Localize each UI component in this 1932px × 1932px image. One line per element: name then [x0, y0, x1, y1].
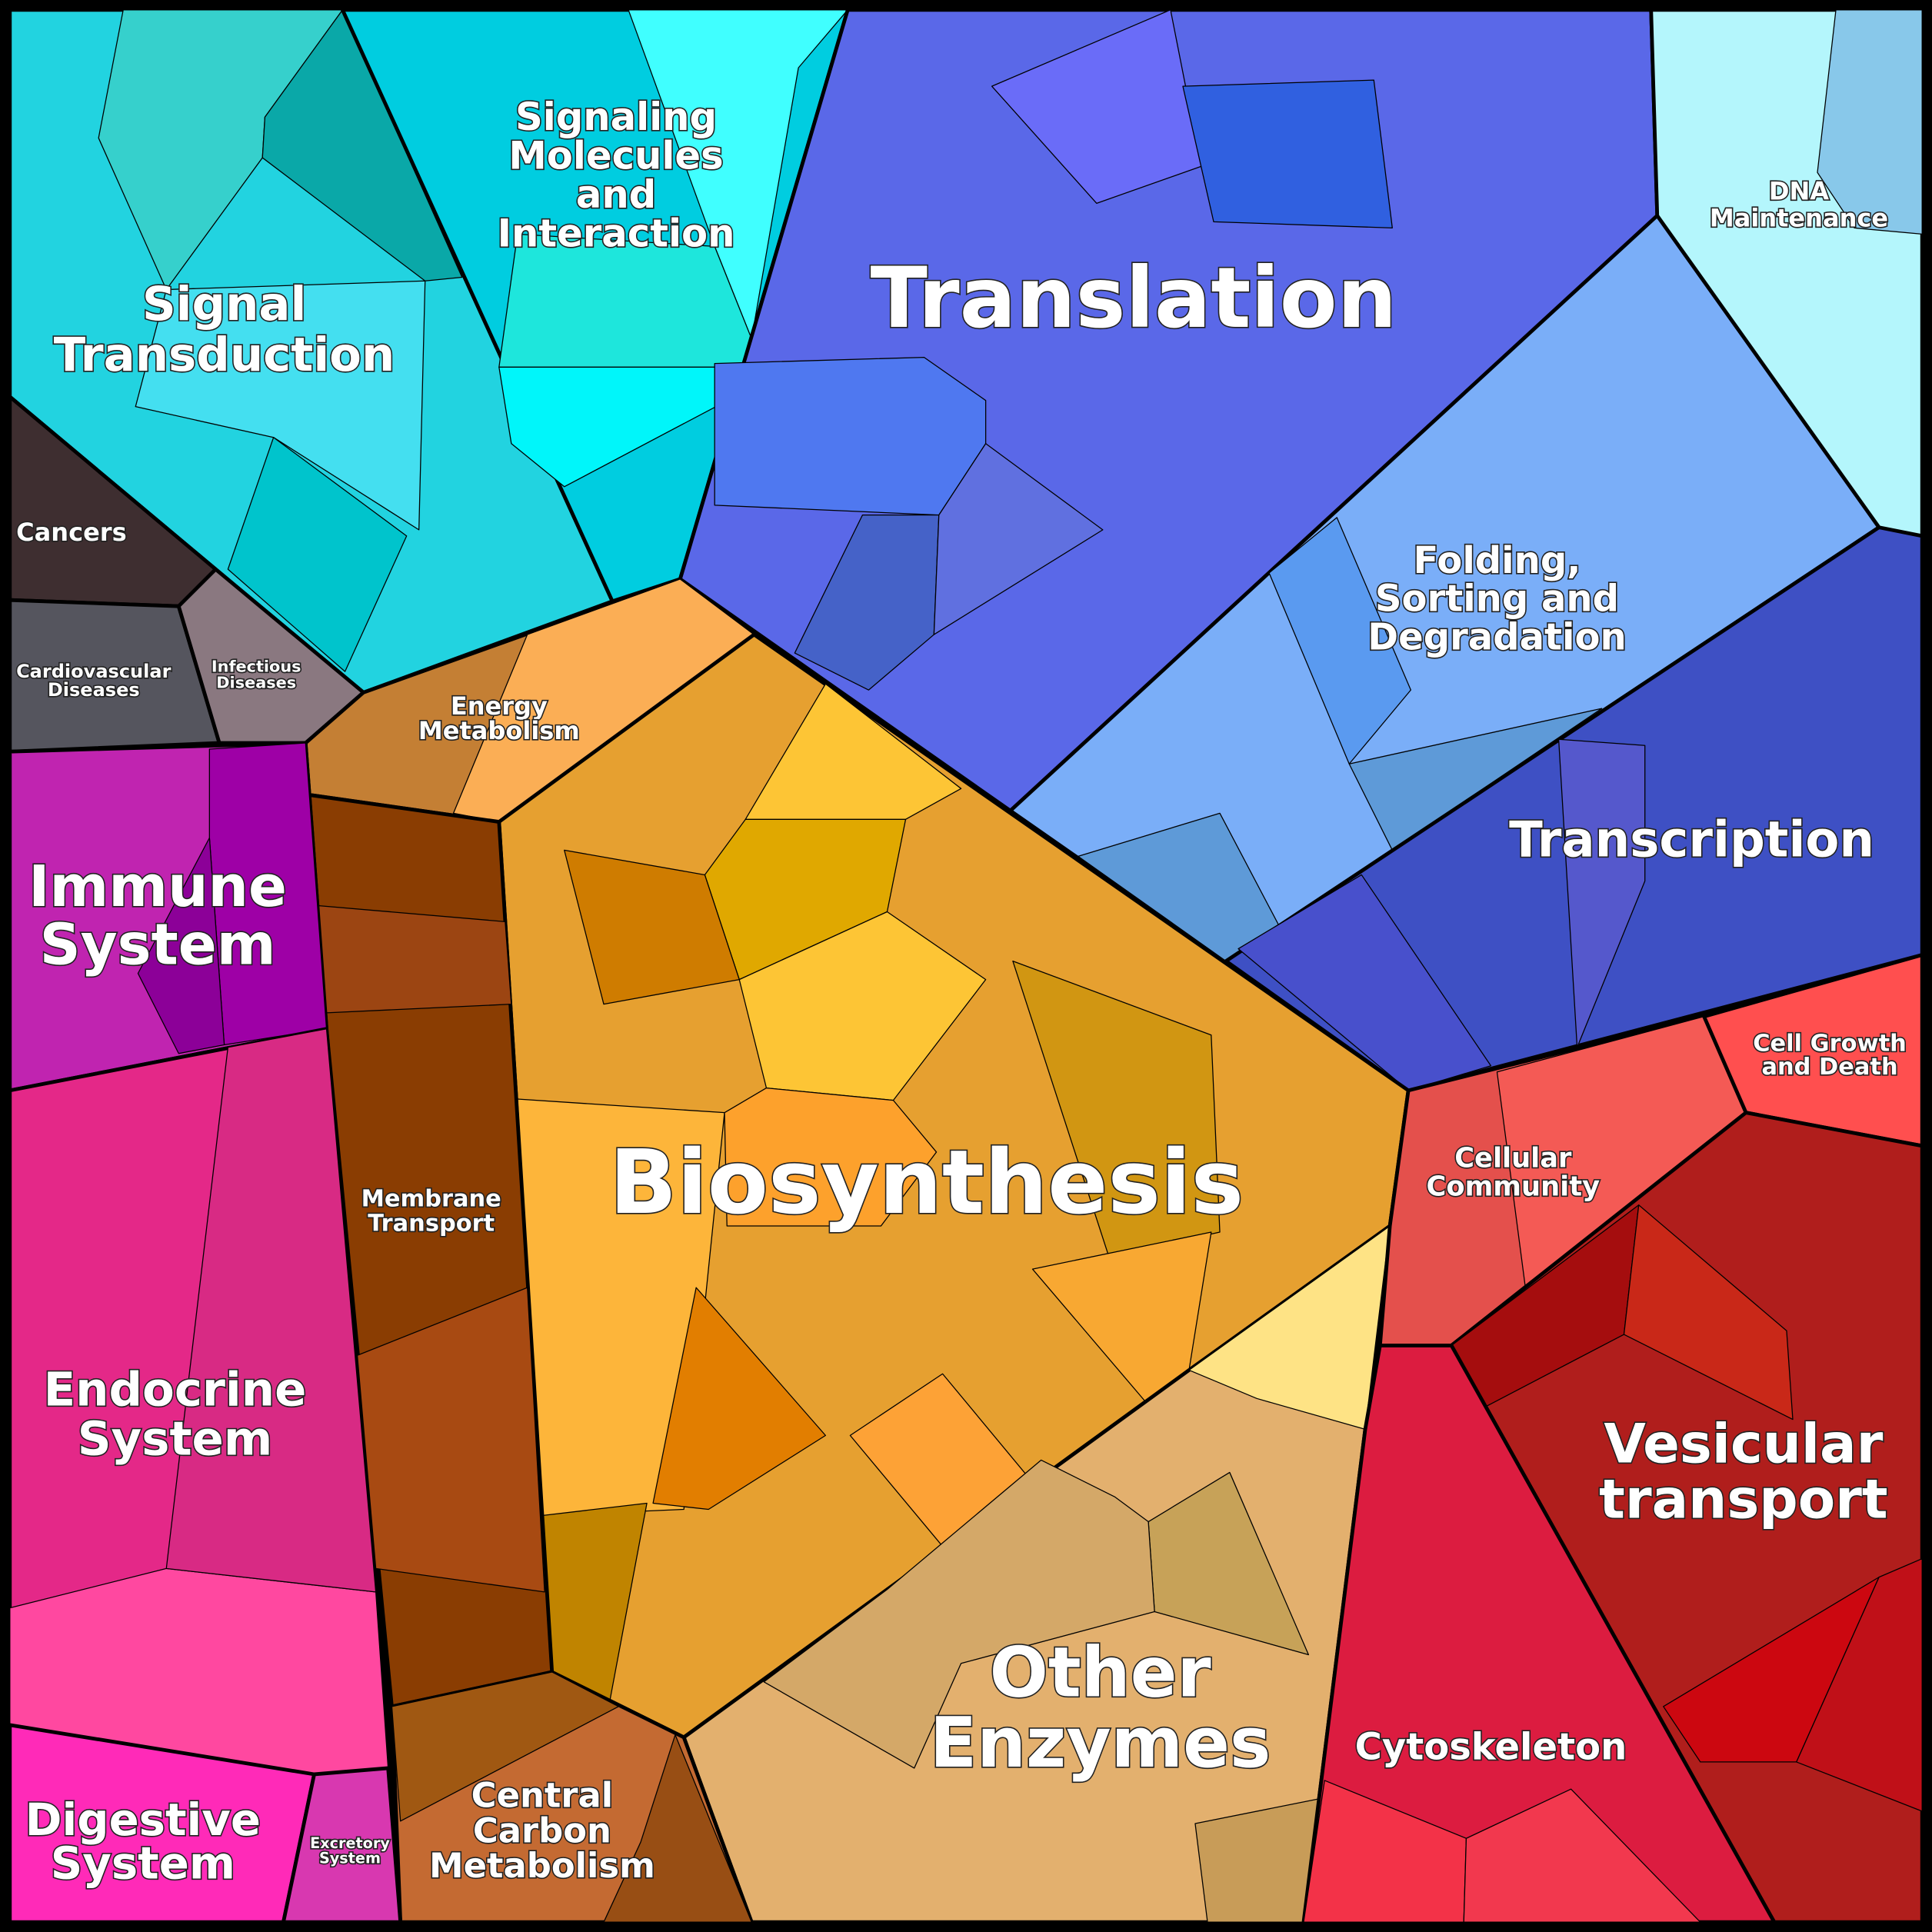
region-label: Excretory [310, 1834, 390, 1852]
region-label: Translation [871, 249, 1397, 347]
cell [165, 1028, 377, 1593]
region-label: Carbon [473, 1810, 611, 1850]
cell [714, 356, 987, 516]
region-label: Maintenance [1710, 204, 1888, 233]
cell [1182, 79, 1393, 229]
region-label: System [78, 1412, 273, 1467]
region-label: Diseases [216, 674, 296, 692]
labels: SignalTransductionSignalingMoleculesandI… [15, 94, 1907, 1890]
cell [135, 280, 426, 531]
region-label: Transport [368, 1210, 495, 1237]
region-label: System [40, 912, 276, 978]
cell [227, 437, 408, 672]
cell [1237, 874, 1492, 1091]
cell [652, 1287, 827, 1511]
cell [391, 1671, 619, 1822]
region-label: DNA [1769, 176, 1829, 205]
region-label: Community [1427, 1171, 1601, 1202]
cell [763, 1459, 1155, 1769]
region-label: Folding, [1413, 539, 1581, 582]
region-label: Signaling [515, 95, 717, 139]
region-label: Energy [451, 691, 548, 721]
region-label: Central [471, 1775, 613, 1816]
cell [1623, 1204, 1794, 1421]
region-label: Interaction [498, 212, 735, 256]
cell [738, 911, 987, 1101]
cell [724, 1087, 938, 1227]
region-label: Metabolism [429, 1845, 655, 1886]
region-label: and [576, 172, 656, 217]
region-label: Molecules [508, 134, 723, 178]
cell [356, 1287, 545, 1593]
region-label: Cytoskeleton [1355, 1726, 1627, 1769]
region-label: transport [1599, 1468, 1887, 1531]
region-label: Infectious [212, 658, 301, 676]
region-label: Endocrine [44, 1363, 307, 1417]
region-label: Enzymes [930, 1704, 1271, 1784]
cell [317, 904, 512, 1014]
cell [208, 742, 328, 1046]
cell [564, 849, 740, 1005]
cell [933, 443, 1104, 635]
regions [8, 8, 1924, 1924]
region-label: System [51, 1837, 235, 1889]
cell [261, 9, 463, 281]
region-label: and Death [1761, 1054, 1897, 1081]
region-label: Immune [28, 854, 287, 920]
region-label: Sorting and [1375, 578, 1619, 621]
cell [137, 837, 225, 1054]
region-label: Cellular [1454, 1142, 1572, 1174]
cell [1012, 960, 1221, 1257]
region-label: Degradation [1367, 615, 1626, 658]
cell [794, 515, 940, 691]
region-label: Biosynthesis [609, 1131, 1244, 1234]
region-label: Cardiovascular [16, 661, 172, 682]
cell [1268, 517, 1411, 764]
region-label: Cancers [16, 518, 127, 547]
region-label: Transcription [1509, 812, 1874, 869]
region-label: Cell Growth [1753, 1030, 1907, 1057]
region-label: Signal [142, 277, 307, 331]
cell [498, 366, 746, 488]
region-label: Metabolism [418, 716, 580, 745]
region-label: System [319, 1849, 381, 1867]
cell [1557, 738, 1646, 1048]
region-label: Other [990, 1634, 1211, 1714]
region-label: Membrane [361, 1185, 501, 1212]
region-label: Diseases [48, 679, 140, 701]
region-label: Digestive [25, 1794, 261, 1846]
region-label: Vesicular [1604, 1413, 1883, 1476]
region-label: Transduction [54, 328, 395, 382]
